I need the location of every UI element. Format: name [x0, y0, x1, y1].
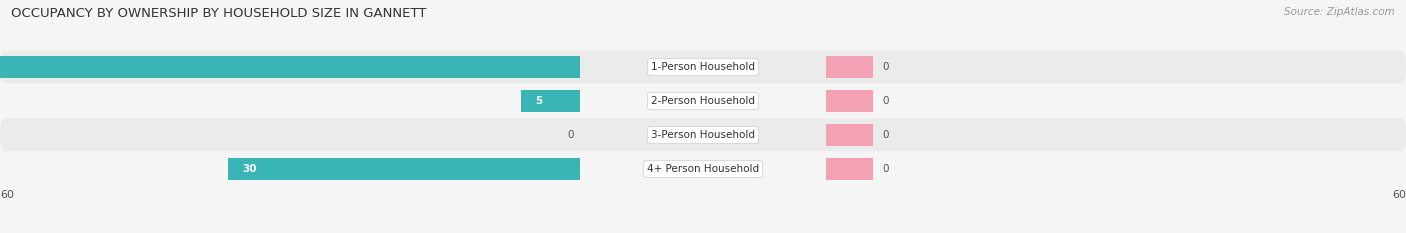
Bar [827, 90, 873, 112]
FancyBboxPatch shape [0, 85, 1406, 117]
FancyBboxPatch shape [0, 51, 1406, 83]
Text: 60: 60 [0, 190, 14, 200]
Text: 60: 60 [1392, 190, 1406, 200]
Text: 30: 30 [243, 164, 257, 174]
Bar [522, 90, 581, 112]
Text: 1-Person Household: 1-Person Household [651, 62, 755, 72]
Text: 0: 0 [883, 130, 889, 140]
Text: 3-Person Household: 3-Person Household [651, 130, 755, 140]
Bar [0, 56, 581, 78]
FancyBboxPatch shape [0, 119, 1406, 151]
Bar [827, 158, 873, 179]
Text: 5: 5 [536, 96, 543, 106]
Text: 0: 0 [883, 96, 889, 106]
Bar [827, 56, 873, 78]
Text: 0: 0 [883, 62, 889, 72]
Text: 4+ Person Household: 4+ Person Household [647, 164, 759, 174]
FancyBboxPatch shape [0, 153, 1406, 185]
Text: Source: ZipAtlas.com: Source: ZipAtlas.com [1284, 7, 1395, 17]
Text: 0: 0 [568, 130, 574, 140]
Text: 2-Person Household: 2-Person Household [651, 96, 755, 106]
Text: 0: 0 [883, 164, 889, 174]
Bar [229, 158, 581, 179]
Text: OCCUPANCY BY OWNERSHIP BY HOUSEHOLD SIZE IN GANNETT: OCCUPANCY BY OWNERSHIP BY HOUSEHOLD SIZE… [11, 7, 426, 20]
Bar [827, 124, 873, 146]
